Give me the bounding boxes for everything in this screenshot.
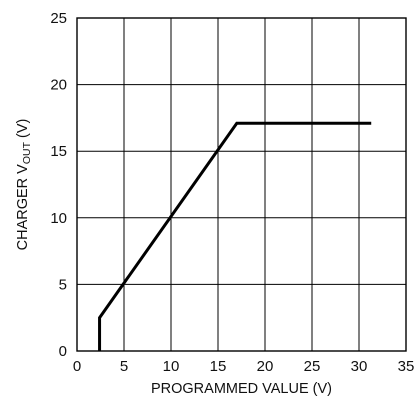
x-axis-title: PROGRAMMED VALUE (V)	[151, 381, 332, 397]
series-line	[98, 121, 372, 351]
y-tick-label: 15	[50, 143, 67, 160]
y-axis-ticks: 0 5 10 15 20 25	[50, 10, 67, 360]
x-tick-label: 30	[351, 358, 368, 375]
y-axis-title-suffix: (V)	[15, 119, 31, 142]
y-axis-title: CHARGER VOUT (V)	[15, 119, 33, 251]
x-tick-label: 15	[210, 358, 227, 375]
x-tick-label: 25	[304, 358, 321, 375]
x-tick-label: 20	[257, 358, 274, 375]
y-axis-title-subscript: OUT	[21, 141, 33, 164]
y-tick-label: 20	[50, 77, 67, 94]
y-tick-label: 0	[59, 343, 67, 360]
x-tick-label: 5	[120, 358, 128, 375]
grid	[77, 18, 406, 351]
plot-frame	[76, 17, 407, 352]
y-tick-label: 25	[50, 10, 67, 27]
x-tick-label: 0	[73, 358, 81, 375]
x-tick-label: 35	[398, 358, 415, 375]
series-layer	[98, 121, 372, 351]
y-tick-label: 10	[50, 210, 67, 227]
y-axis-title-prefix: CHARGER V	[15, 164, 31, 251]
x-axis-ticks: 0 5 10 15 20 25 30 35	[73, 358, 415, 375]
x-tick-label: 10	[163, 358, 180, 375]
y-tick-label: 5	[59, 276, 67, 293]
